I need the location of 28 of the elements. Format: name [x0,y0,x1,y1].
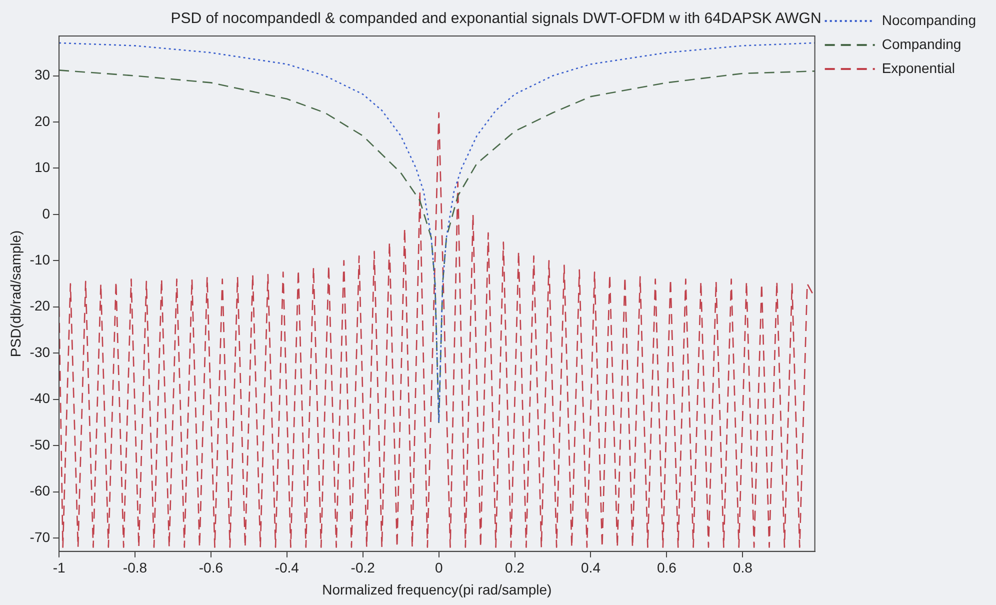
x-tick-label: -0.8 [122,560,148,576]
x-tick-label: 0.2 [505,560,525,576]
y-tick-label: 10 [34,159,50,176]
x-tick-label: -0.6 [198,560,224,576]
y-tick-label: -10 [30,252,50,268]
x-tick-label: 0 [434,560,443,576]
x-tick-label: 0.6 [656,560,677,576]
chart-title: PSD of nocompandedl & companded and exponantial signals DWT-OFDM w ith 64DAPSK AWGN [170,10,822,28]
y-tick-label: -50 [30,436,50,452]
x-tick-label: -1 [52,560,66,576]
legend-label: Nocompanding [882,12,976,28]
x-axis-title: Normalized frequency(pi rad/sample) [322,581,552,598]
legend-label: Companding [882,36,962,52]
y-tick-label: -40 [30,390,50,406]
y-tick-label: -30 [30,344,50,360]
y-tick-label: 20 [34,112,50,129]
x-tick-label: -0.4 [274,560,300,576]
y-tick-label: 0 [42,205,50,222]
x-tick-label: 0.8 [732,560,753,576]
y-tick-label: -70 [30,528,50,545]
legend-label: Exponential [882,60,955,76]
y-axis-title: PSD(db/rad/sample) [7,230,24,358]
y-tick-label: -60 [30,482,50,499]
y-tick-label: -20 [30,298,50,314]
x-tick-label: -0.2 [350,560,376,576]
x-tick-label: 0.4 [581,560,601,576]
line-series [59,112,815,548]
y-tick-label: 30 [34,66,50,83]
